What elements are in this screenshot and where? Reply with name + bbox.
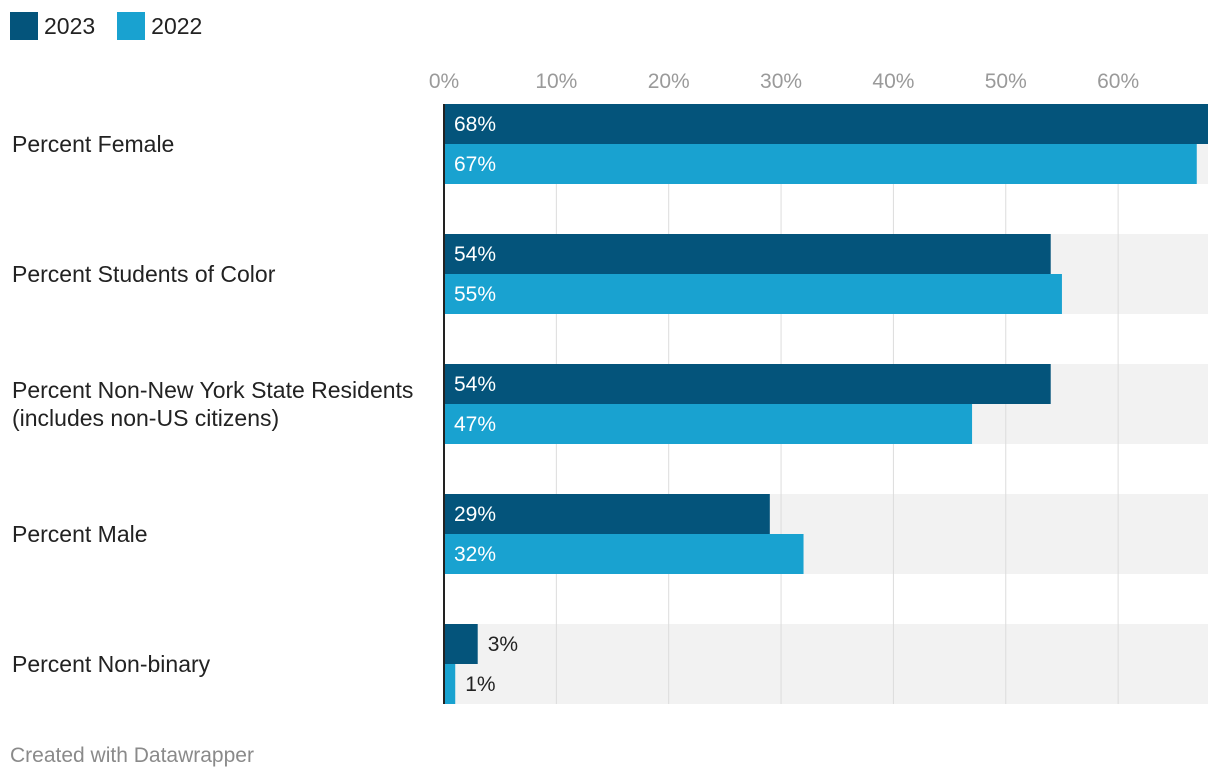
bar-value-label: 67%: [454, 153, 496, 176]
bar-value-label: 29%: [454, 503, 496, 526]
category-label: Percent Female: [12, 131, 174, 157]
bar-2022: [444, 144, 1197, 184]
bar-2022: [444, 664, 456, 704]
bar-value-label: 55%: [454, 283, 496, 306]
bar-2022: [444, 534, 804, 574]
bar-chart: 0% 10% 20% 30% 40% 50% 60% 68% 67% Percent Female…: [12, 70, 1208, 704]
x-tick-label: 30%: [760, 70, 802, 93]
x-tick-label: 40%: [872, 70, 914, 93]
legend-item-2023: 2023: [10, 12, 95, 40]
category-label: Percent Non-binary: [12, 651, 211, 677]
x-tick-label: 10%: [535, 70, 577, 93]
bar-value-label: 54%: [454, 243, 496, 266]
bar-value-label: 47%: [454, 413, 496, 436]
legend-item-2022: 2022: [117, 12, 202, 40]
bar-2023: [444, 494, 770, 534]
bar-2023: [444, 364, 1051, 404]
bar-2023: [444, 234, 1051, 274]
category-label: (includes non-US citizens): [12, 405, 279, 431]
bar-2022: [444, 274, 1062, 314]
bar-2022: [444, 404, 973, 444]
x-tick-label: 50%: [985, 70, 1027, 93]
category-label: Percent Male: [12, 521, 148, 547]
legend-swatch-2022: [117, 12, 146, 40]
bar-value-label: 54%: [454, 373, 496, 396]
band-background: [444, 624, 1208, 704]
category-label: Percent Non-New York State Residents: [12, 377, 413, 403]
x-tick-label: 0%: [429, 70, 459, 93]
legend: 2023 2022: [10, 12, 224, 40]
x-tick-label: 60%: [1097, 70, 1139, 93]
legend-label-2022: 2022: [151, 12, 203, 39]
category-label: Percent Students of Color: [12, 261, 276, 287]
x-tick-label: 20%: [648, 70, 690, 93]
bar-value-label: 68%: [454, 113, 496, 136]
bar-value-label: 32%: [454, 543, 496, 566]
bar-value-label: 1%: [465, 673, 495, 696]
legend-swatch-2023: [10, 12, 38, 40]
bar-2023: [444, 104, 1208, 144]
legend-label-2023: 2023: [44, 12, 96, 39]
bar-value-label: 3%: [488, 633, 518, 656]
bar-2023: [444, 624, 478, 664]
footer-credit: Created with Datawrapper: [10, 744, 254, 767]
